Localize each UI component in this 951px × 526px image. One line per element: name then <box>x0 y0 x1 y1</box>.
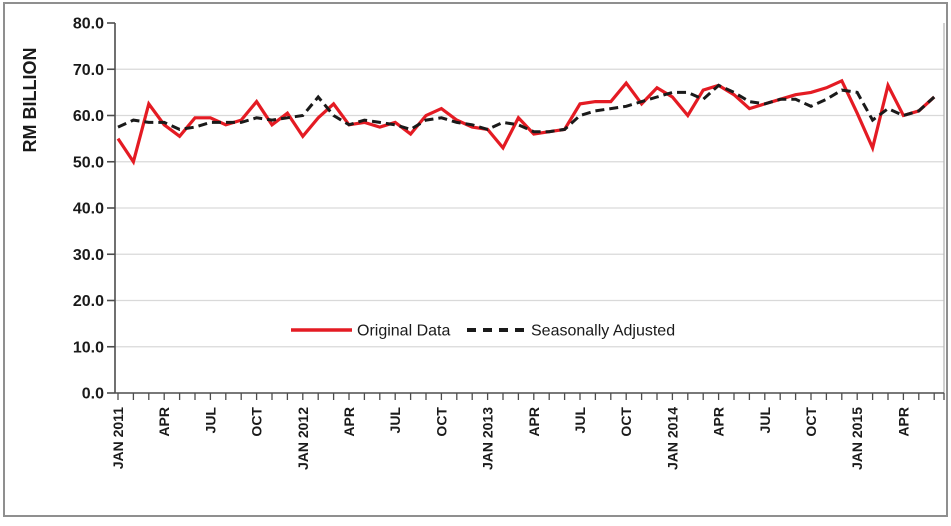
x-tick-label: JAN 2012 <box>295 407 311 470</box>
legend-label-original-data: Original Data <box>357 323 450 340</box>
x-tick-label: OCT <box>803 407 819 437</box>
x-tick-label: JUL <box>202 407 218 434</box>
x-tick-label: APR <box>711 407 727 437</box>
y-tick-label: 30.0 <box>73 247 104 264</box>
x-tick-label: JAN 2015 <box>849 407 865 470</box>
image-border <box>3 2 948 517</box>
y-axis-title: RM BILLION <box>20 48 40 153</box>
x-tick-label: APR <box>895 407 911 437</box>
y-tick-label: 60.0 <box>73 108 104 125</box>
x-tick-label: OCT <box>249 407 265 437</box>
legend-label-seasonally-adjusted: Seasonally Adjusted <box>531 323 675 340</box>
x-tick-label: JUL <box>757 407 773 434</box>
series-line-original-data <box>116 78 936 166</box>
x-tick-label: JUL <box>572 407 588 434</box>
x-tick-label: OCT <box>618 407 634 437</box>
x-tick-label: JUL <box>387 407 403 434</box>
x-tick-label: APR <box>156 407 172 437</box>
x-tick-label: OCT <box>433 407 449 437</box>
x-tick-label: APR <box>341 407 357 437</box>
y-tick-label: 50.0 <box>73 154 104 171</box>
y-tick-label: 20.0 <box>73 293 104 310</box>
y-tick-label: 10.0 <box>73 339 104 356</box>
y-tick-label: 80.0 <box>73 16 104 33</box>
x-tick-label: JAN 2014 <box>664 407 680 470</box>
y-tick-label: 0.0 <box>82 386 104 403</box>
y-tick-label: 70.0 <box>73 62 104 79</box>
y-tick-label: 40.0 <box>73 201 104 218</box>
x-tick-label: JAN 2013 <box>480 407 496 470</box>
x-tick-label: APR <box>526 407 542 437</box>
x-tick-label: JAN 2011 <box>110 407 126 469</box>
series-line-seasonally-adjusted <box>117 83 936 134</box>
